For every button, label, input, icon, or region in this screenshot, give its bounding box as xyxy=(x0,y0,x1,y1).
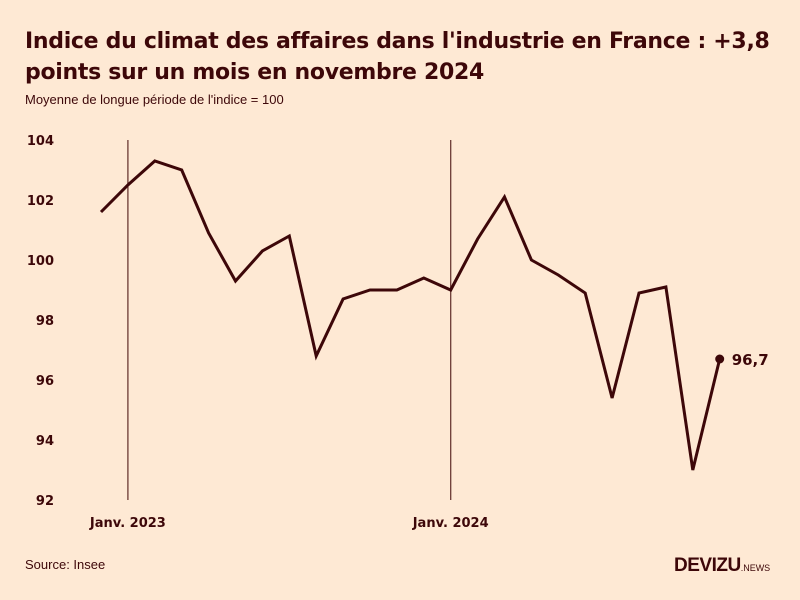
source-label: Source: Insee xyxy=(25,557,106,572)
y-tick-label: 100 xyxy=(27,254,54,269)
end-point-marker xyxy=(715,354,725,364)
x-axis-ticks: Janv. 2023 Janv. 2024 xyxy=(89,516,489,531)
y-tick-label: 102 xyxy=(27,194,54,209)
logo-brand: DEVIZU xyxy=(674,555,741,576)
y-tick-label: 92 xyxy=(36,494,54,509)
devizu-logo: DEVIZU.NEWS xyxy=(674,555,770,577)
series-line xyxy=(99,159,722,471)
x-tick-label: Janv. 2024 xyxy=(412,516,489,531)
chart-title: Indice du climat des affaires dans l'ind… xyxy=(25,29,770,85)
end-value-label: 96,7 xyxy=(732,351,769,369)
series-group: 96,7 xyxy=(99,159,769,471)
y-axis-ticks: 104 102 100 98 96 94 92 xyxy=(27,134,54,509)
y-tick-label: 94 xyxy=(36,434,54,449)
logo-suffix: .NEWS xyxy=(740,563,771,573)
chart-subtitle: Moyenne de longue période de l'indice = … xyxy=(25,92,284,107)
reference-lines xyxy=(127,140,452,500)
y-tick-label: 98 xyxy=(36,314,54,329)
y-tick-label: 104 xyxy=(27,134,54,149)
x-tick-label: Janv. 2023 xyxy=(89,516,166,531)
y-tick-label: 96 xyxy=(36,374,54,389)
